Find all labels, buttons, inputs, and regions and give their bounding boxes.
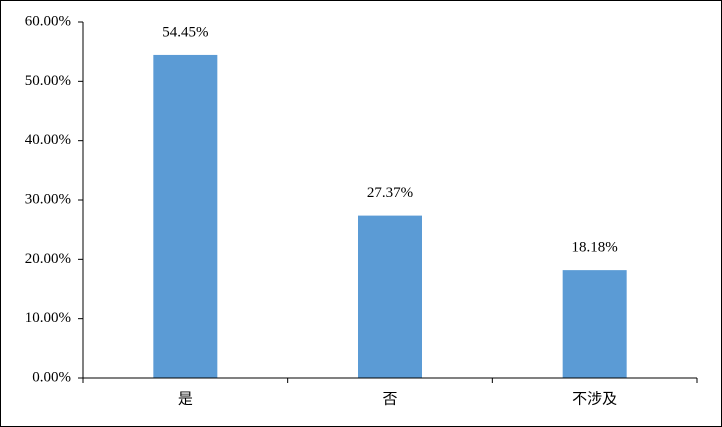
value-label: 18.18% xyxy=(572,240,618,256)
x-tick-label: 否 xyxy=(382,391,397,407)
bar xyxy=(153,54,218,379)
y-tick-label: 20.00% xyxy=(25,251,71,267)
x-tick-label: 不涉及 xyxy=(572,390,617,407)
y-tick-label: 10.00% xyxy=(25,310,71,326)
value-label: 27.37% xyxy=(367,185,413,201)
y-tick-label: 40.00% xyxy=(25,132,71,148)
bar xyxy=(562,270,627,378)
y-tick-label: 50.00% xyxy=(25,73,71,89)
bar xyxy=(358,215,422,378)
y-tick-label: 30.00% xyxy=(25,191,71,207)
x-tick-label: 是 xyxy=(178,391,193,407)
y-tick-label: 60.00% xyxy=(25,13,71,29)
y-tick-label: 0.00% xyxy=(32,369,71,385)
value-label: 54.45% xyxy=(162,24,208,40)
